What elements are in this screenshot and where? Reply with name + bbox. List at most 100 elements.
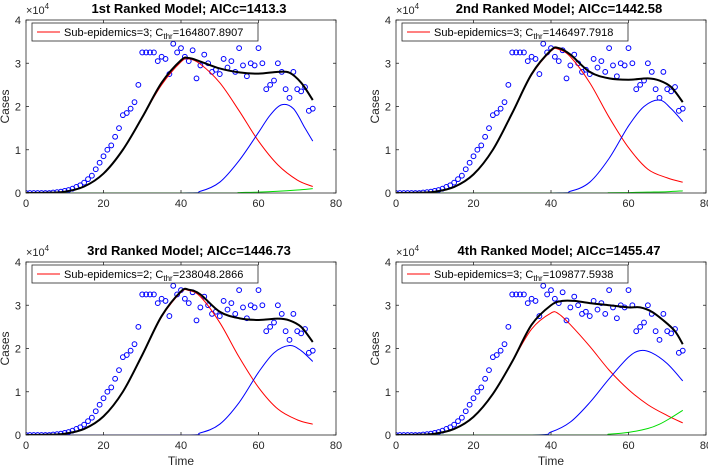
data-point <box>34 432 41 435</box>
data-point <box>216 71 223 77</box>
data-point <box>482 375 489 382</box>
data-point <box>672 84 678 90</box>
data-point <box>462 408 469 415</box>
data-point <box>416 432 423 435</box>
data-point <box>416 190 423 193</box>
x-tick-label: 40 <box>175 198 187 210</box>
data-point <box>135 81 142 88</box>
data-point <box>513 291 520 298</box>
data-point <box>263 86 270 93</box>
data-point <box>610 62 616 69</box>
plot-area <box>26 40 316 193</box>
data-point <box>520 291 527 298</box>
x-tick-label: 80 <box>330 440 342 452</box>
data-point <box>408 190 415 193</box>
data-point <box>228 58 235 64</box>
x-tick-label: 40 <box>545 198 557 210</box>
data-point <box>193 75 200 82</box>
y-tick-label: 1 <box>385 387 391 399</box>
data-point <box>505 81 512 88</box>
y-tick-label: 2 <box>15 344 21 356</box>
sub-epidemic-curve <box>396 409 684 435</box>
data-point <box>679 105 686 112</box>
y-exponent-label: ×104 <box>396 2 420 17</box>
data-point <box>92 166 99 173</box>
data-point <box>81 179 88 186</box>
subplot-title: 4th Ranked Model; AICc=1455.47 <box>458 243 661 258</box>
data-point <box>470 395 477 402</box>
data-point <box>251 62 258 69</box>
data-point <box>139 291 146 298</box>
data-point <box>400 190 407 193</box>
data-point <box>170 40 177 47</box>
data-point <box>131 341 138 348</box>
x-axis-label: Time <box>538 454 565 468</box>
y-tick-label: 3 <box>15 300 21 312</box>
data-point <box>621 62 628 69</box>
y-tick-label: 4 <box>385 15 391 27</box>
data-point <box>154 300 161 306</box>
y-exponent-label: ×104 <box>26 2 50 17</box>
data-point <box>104 388 111 395</box>
data-point <box>536 71 543 77</box>
data-point <box>606 287 613 294</box>
y-tick-label: 1 <box>385 145 391 157</box>
data-point <box>286 336 293 343</box>
x-axis-label: Time <box>168 454 195 468</box>
data-point <box>150 49 157 56</box>
data-point <box>309 105 316 112</box>
data-point <box>96 159 103 166</box>
data-point <box>85 176 91 183</box>
data-point <box>586 313 593 319</box>
y-tick-label: 1 <box>15 145 21 157</box>
data-point <box>582 308 589 315</box>
data-point <box>679 347 686 354</box>
data-point <box>668 88 675 95</box>
data-point <box>108 384 115 391</box>
data-point <box>404 190 411 193</box>
data-point <box>451 421 458 428</box>
data-point <box>92 408 99 415</box>
data-point <box>408 432 415 435</box>
x-tick-label: 20 <box>97 198 109 210</box>
fit-curve <box>26 56 314 193</box>
data-point <box>274 302 281 309</box>
data-point <box>274 60 281 67</box>
data-point <box>112 133 119 140</box>
data-point <box>517 291 523 298</box>
data-point <box>493 110 500 116</box>
x-tick-label: 0 <box>23 440 29 452</box>
legend: Sub-epidemics=3; Cthr=109877.5938 <box>401 264 629 284</box>
data-point <box>520 49 527 56</box>
data-point <box>263 328 270 335</box>
x-tick-label: 80 <box>700 198 708 210</box>
data-point <box>154 58 161 64</box>
data-point <box>255 45 262 52</box>
plot-area <box>26 282 316 435</box>
legend-box <box>31 22 259 42</box>
data-point <box>309 347 316 354</box>
data-point <box>451 179 458 186</box>
data-point <box>220 56 227 62</box>
data-point <box>197 304 204 311</box>
data-point <box>46 432 53 435</box>
data-point <box>181 295 188 302</box>
data-point <box>575 302 582 309</box>
data-point <box>656 336 663 343</box>
data-point <box>404 432 411 435</box>
y-tick-label: 0 <box>15 430 21 442</box>
data-point <box>602 69 609 75</box>
data-point <box>88 414 95 421</box>
data-point <box>298 88 305 95</box>
data-point <box>166 313 173 319</box>
data-point <box>26 190 33 193</box>
data-point <box>96 401 103 408</box>
subplot-title: 2nd Ranked Model; AICc=1442.58 <box>456 1 663 16</box>
data-point <box>189 47 196 54</box>
data-point <box>259 60 266 67</box>
data-point <box>174 49 181 56</box>
data-point <box>532 56 539 62</box>
subplot-title: 3rd Ranked Model; AICc=1446.73 <box>87 243 291 258</box>
legend-label: Sub-epidemics=3; Cthr=164807.8907 <box>64 27 243 41</box>
